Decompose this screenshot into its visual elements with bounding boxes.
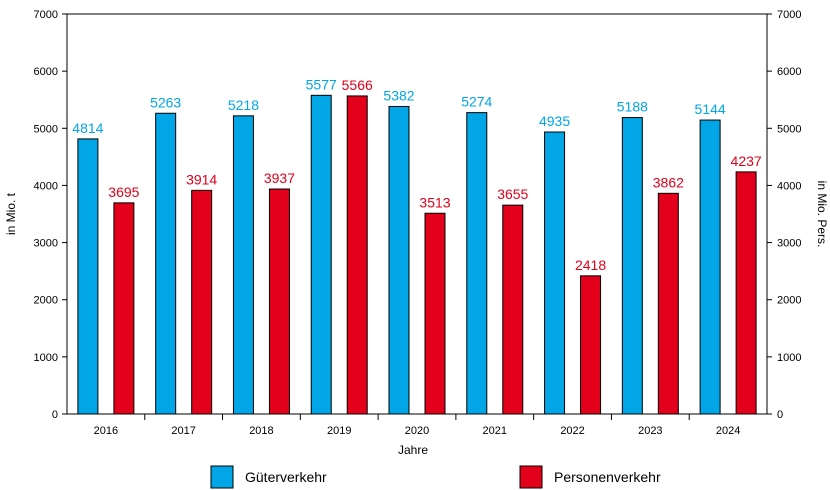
x-tick-label: 2020	[405, 425, 429, 437]
bar-gueterverkehr	[699, 119, 721, 415]
data-label-gueterverkehr: 4935	[539, 113, 570, 129]
y-tick-label-left: 3000	[34, 238, 58, 250]
bar-gueterverkehr	[77, 138, 99, 415]
y-tick-label-right: 2000	[777, 295, 801, 307]
bar-gueterverkehr	[388, 105, 410, 415]
bar-gueterverkehr	[621, 117, 643, 415]
data-label-gueterverkehr: 5577	[306, 76, 337, 92]
bar-gueterverkehr	[466, 112, 488, 415]
x-tick-label: 2021	[483, 425, 507, 437]
bar-personenverkehr	[424, 212, 446, 415]
legend-swatch-gueterverkehr	[210, 465, 234, 489]
data-label-gueterverkehr: 5188	[617, 99, 648, 115]
x-tick-label: 2019	[327, 425, 351, 437]
data-label-gueterverkehr: 4814	[72, 120, 103, 136]
data-label-gueterverkehr: 5263	[150, 94, 181, 110]
bar-personenverkehr	[657, 192, 679, 415]
legend-label-gueterverkehr: Güterverkehr	[245, 469, 327, 485]
y-tick-label-left: 6000	[34, 66, 58, 78]
bar-gueterverkehr	[232, 115, 254, 415]
y-tick-label-left: 4000	[34, 180, 58, 192]
data-label-personenverkehr: 3655	[497, 186, 528, 202]
data-label-personenverkehr: 3937	[264, 170, 295, 186]
x-tick-label: 2022	[560, 425, 584, 437]
y-tick-label-left: 7000	[34, 9, 58, 21]
bar-personenverkehr	[346, 95, 368, 415]
y-tick-label-left: 5000	[34, 123, 58, 135]
data-label-personenverkehr: 5566	[342, 77, 373, 93]
data-label-personenverkehr: 3513	[419, 194, 450, 210]
data-label-personenverkehr: 4237	[731, 153, 762, 169]
y-tick-label-right: 7000	[777, 9, 801, 21]
legend-swatch-personenverkehr	[519, 465, 543, 489]
bar-gueterverkehr	[155, 112, 177, 415]
bar-personenverkehr	[735, 171, 757, 415]
y-tick-label-right: 0	[777, 409, 783, 421]
x-tick-label: 2024	[716, 425, 740, 437]
bar-gueterverkehr	[310, 94, 332, 415]
bar-personenverkehr	[191, 189, 213, 415]
data-label-personenverkehr: 3862	[653, 174, 684, 190]
x-tick-label: 2018	[249, 425, 273, 437]
plot-area: 0 0 1000 1000 2000 2000 3000 3000 4000 4000 5000 50…	[34, 9, 802, 437]
y-tick-label-right: 3000	[777, 238, 801, 250]
data-label-personenverkehr: 2418	[575, 257, 606, 273]
data-label-gueterverkehr: 5144	[695, 101, 726, 117]
x-tick-label: 2017	[171, 425, 195, 437]
bar-personenverkehr	[502, 204, 524, 415]
bar-gueterverkehr	[544, 131, 566, 415]
bar-personenverkehr	[268, 188, 290, 415]
x-axis-title: Jahre	[398, 443, 428, 457]
data-label-personenverkehr: 3695	[108, 184, 139, 200]
y-tick-label-left: 0	[52, 409, 58, 421]
x-tick-label: 2023	[638, 425, 662, 437]
y-tick-label-right: 6000	[777, 66, 801, 78]
data-label-gueterverkehr: 5382	[383, 87, 414, 103]
bar-personenverkehr	[580, 275, 602, 415]
plot-frame	[66, 13, 768, 415]
data-label-gueterverkehr: 5218	[228, 97, 259, 113]
data-label-gueterverkehr: 5274	[461, 94, 492, 110]
data-label-personenverkehr: 3914	[186, 171, 217, 187]
y-tick-label-right: 5000	[777, 123, 801, 135]
y-tick-label-right: 4000	[777, 180, 801, 192]
y-tick-label-left: 2000	[34, 295, 58, 307]
y-axis-title-left: in Mio. t	[4, 192, 18, 235]
y-axis-title-right: in Mio. Pers.	[815, 181, 829, 248]
y-tick-label-right: 1000	[777, 352, 801, 364]
bar-personenverkehr	[113, 202, 135, 415]
legend: Güterverkehr Personenverkehr	[210, 465, 661, 489]
y-tick-label-left: 1000	[34, 352, 58, 364]
x-tick-label: 2016	[94, 425, 118, 437]
legend-label-personenverkehr: Personenverkehr	[554, 469, 661, 485]
